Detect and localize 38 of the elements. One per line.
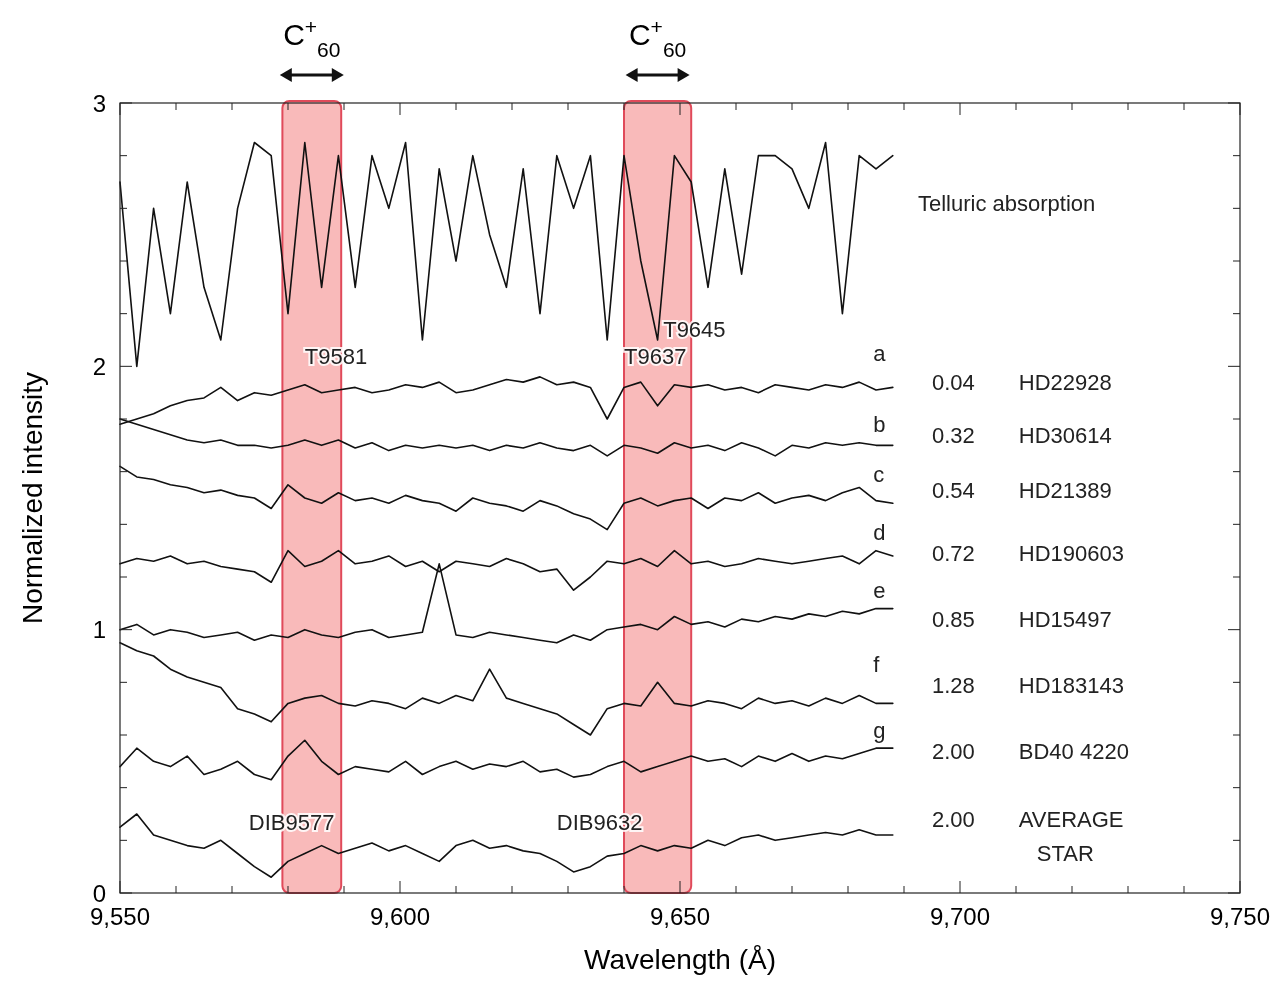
y-tick-label: 3 (92, 89, 106, 117)
annotation: HD190603 (1018, 540, 1124, 566)
annotation: 2.00 (932, 806, 975, 832)
annotation: T9581 (304, 343, 368, 369)
annotation: HD15497 (1018, 606, 1112, 632)
x-tick-label: 9,700 (929, 903, 991, 930)
annotation: 2.00 (932, 738, 975, 764)
annotation: 0.32 (932, 422, 975, 448)
annotation: a (873, 340, 887, 366)
y-tick-label: 1 (92, 616, 106, 644)
annotation: Telluric absorption (918, 190, 1096, 216)
annotation: HD21389 (1018, 477, 1112, 503)
annotation: d (873, 519, 886, 545)
y-axis-title: Normalized intensity (17, 371, 48, 625)
annotation: f (873, 651, 881, 677)
annotation: BD40 4220 (1018, 738, 1129, 764)
annotation: 0.54 (932, 477, 975, 503)
annotation: 0.04 (932, 369, 975, 395)
x-tick-label: 9,750 (1209, 903, 1271, 930)
annotation: e (873, 577, 886, 603)
annotation: HD183143 (1018, 672, 1124, 698)
annotation: 1.28 (932, 672, 975, 698)
annotation: c (873, 461, 885, 487)
annotation: 0.72 (932, 540, 975, 566)
line-series (119, 813, 894, 878)
x-tick-label: 9,650 (649, 903, 711, 930)
annotation: T9637 (624, 343, 687, 369)
annotation: DIB9577 (248, 809, 335, 835)
line-series (119, 141, 894, 368)
x-axis-title: Wavelength (Å) (584, 944, 776, 975)
annotation: g (873, 717, 886, 743)
annotation: AVERAGE STAR (1018, 806, 1124, 866)
annotation: b (873, 411, 886, 437)
annotation: HD22928 (1018, 369, 1112, 395)
annotation: HD30614 (1018, 422, 1112, 448)
x-tick-label: 9,600 (369, 903, 431, 930)
annotation: 0.85 (932, 606, 975, 632)
y-tick-label: 2 (92, 352, 106, 380)
